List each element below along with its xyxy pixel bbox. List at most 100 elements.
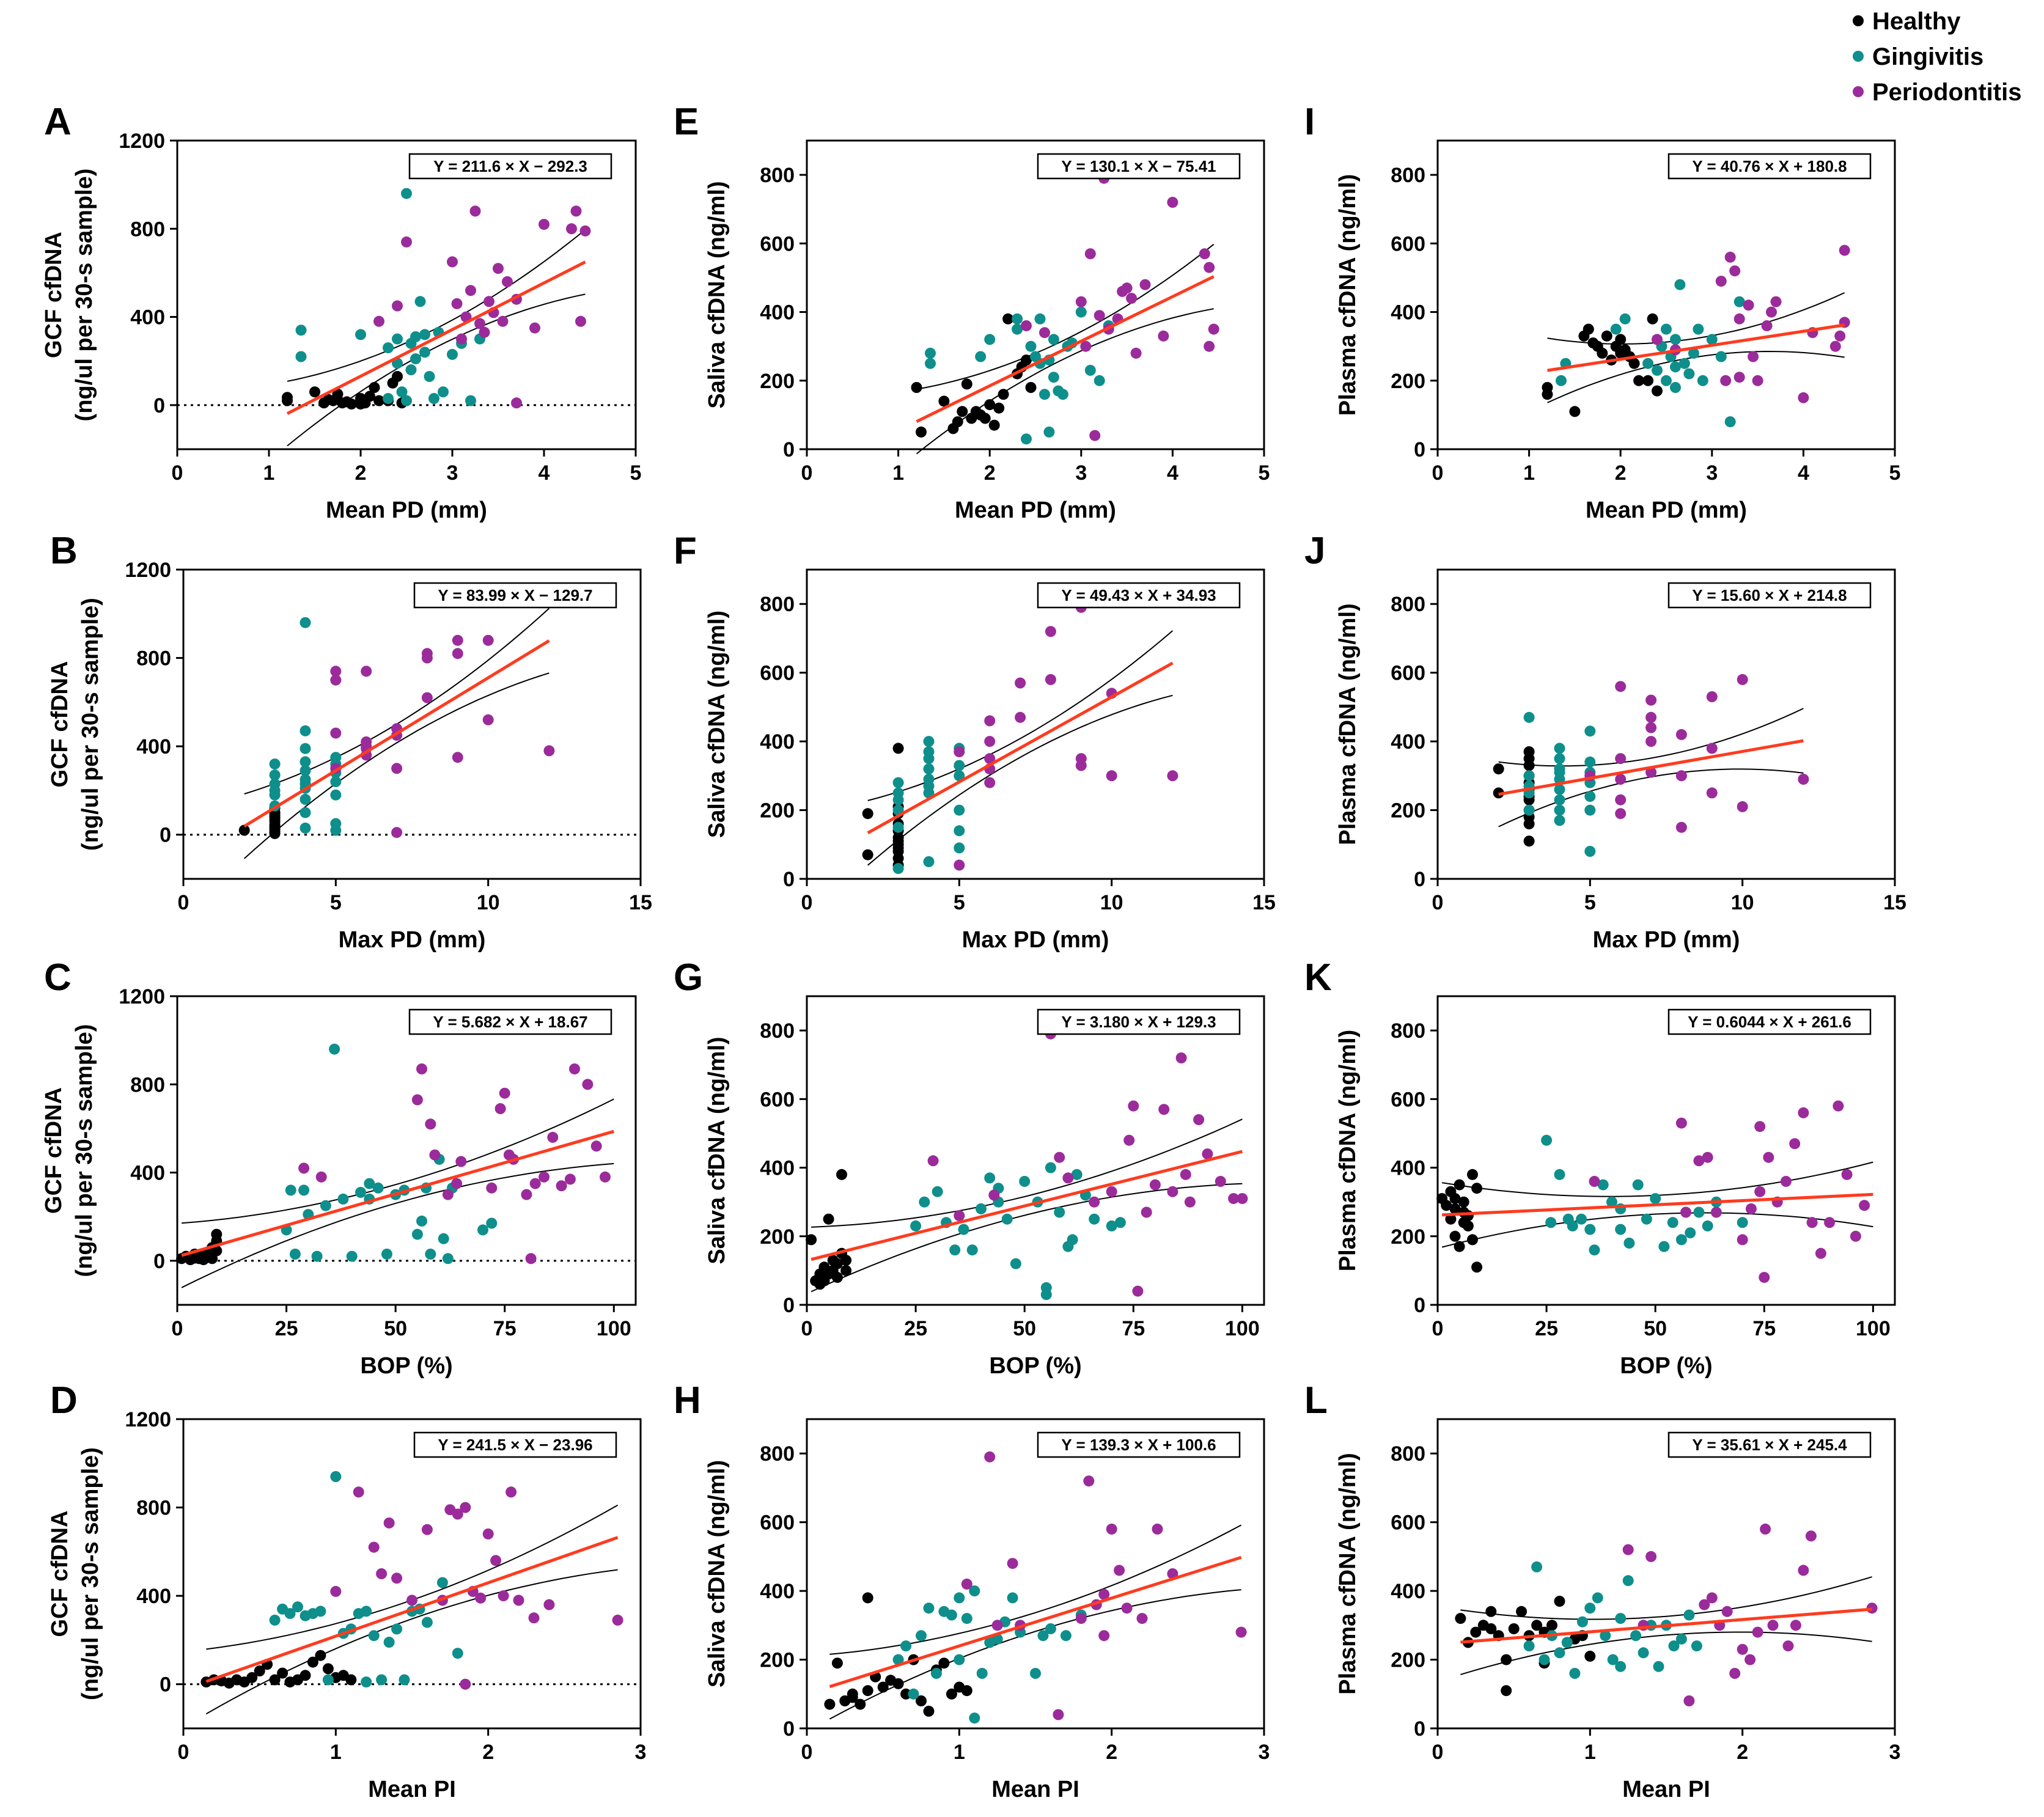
point-gingivitis: [442, 1253, 454, 1265]
point-healthy: [322, 1663, 334, 1675]
point-periodontitis: [460, 1502, 471, 1513]
plot-frame: [1436, 995, 1896, 1306]
point-gingivitis: [1597, 1179, 1609, 1191]
regression-line: [1442, 1192, 1873, 1217]
point-periodontitis: [984, 777, 996, 788]
point-gingivitis: [486, 1217, 498, 1229]
point-gingivitis: [1039, 389, 1050, 400]
point-healthy: [1449, 1203, 1461, 1214]
point-periodontitis: [497, 315, 509, 327]
point-gingivitis: [391, 1623, 403, 1635]
point-periodontitis: [1752, 1626, 1763, 1638]
point-periodontitis: [1833, 1100, 1844, 1112]
y-axis-label-sub: (ng/ul per 30-s sample): [72, 1024, 97, 1277]
point-periodontitis: [984, 715, 996, 727]
x-tick-label: 2: [984, 461, 996, 485]
point-gingivitis: [311, 1250, 323, 1262]
x-tick-label: 5: [330, 891, 342, 914]
point-periodontitis: [1759, 1272, 1770, 1283]
y-tick-label: 400: [760, 1157, 795, 1180]
point-healthy: [300, 1670, 311, 1681]
x-tick-label: 0: [1432, 891, 1444, 914]
ci-lower-line: [867, 694, 1173, 866]
y-tick-label: 1200: [119, 985, 165, 1008]
point-gingivitis: [1048, 334, 1059, 345]
plot-frame: [182, 568, 642, 880]
point-healthy: [1523, 835, 1535, 847]
point-gingivitis: [477, 1224, 488, 1236]
point-healthy: [1455, 1613, 1466, 1624]
point-healthy: [1501, 1654, 1512, 1665]
point-gingivitis: [1697, 375, 1708, 386]
point-periodontitis: [1208, 323, 1219, 335]
point-periodontitis: [1760, 1523, 1771, 1535]
x-tick-label: 3: [1075, 461, 1087, 485]
point-periodontitis: [1167, 1186, 1178, 1197]
point-periodontitis: [1720, 375, 1732, 386]
point-gingivitis: [975, 351, 987, 362]
point-gingivitis: [1675, 1234, 1687, 1246]
point-healthy: [1531, 1620, 1543, 1631]
point-gingivitis: [1674, 279, 1686, 290]
point-periodontitis: [1045, 674, 1056, 685]
y-tick-label: 600: [1391, 1511, 1425, 1535]
point-gingivitis: [1089, 1213, 1100, 1225]
point-gingivitis: [1584, 804, 1596, 816]
x-tick-label: 25: [1535, 1317, 1558, 1340]
point-periodontitis: [1645, 736, 1657, 747]
point-gingivitis: [300, 765, 311, 776]
y-tick-label: 400: [1391, 730, 1425, 754]
x-tick-label: 15: [1252, 891, 1276, 914]
point-periodontitis: [498, 1590, 509, 1602]
ci-upper-line: [206, 1504, 619, 1650]
point-gingivitis: [465, 395, 476, 406]
point-periodontitis: [456, 333, 467, 345]
point-periodontitis: [1193, 1114, 1205, 1125]
point-gingivitis: [300, 793, 311, 805]
y-axis-label: GCF cfDNA: [41, 232, 67, 358]
point-gingivitis: [969, 1712, 980, 1724]
point-periodontitis: [1237, 1193, 1248, 1205]
legend-label-gingivitis: Gingivitis: [1872, 43, 1983, 70]
y-tick-label: 200: [1391, 799, 1425, 823]
point-periodontitis: [1615, 774, 1627, 785]
point-periodontitis: [1645, 722, 1657, 733]
point-healthy: [211, 1245, 222, 1257]
point-gingivitis: [1554, 1169, 1565, 1180]
point-healthy: [840, 1265, 852, 1276]
point-periodontitis: [1075, 753, 1087, 765]
point-periodontitis: [1789, 1138, 1801, 1150]
point-periodontitis: [1094, 310, 1105, 321]
y-axis-label: Saliva cfDNA (ng/ml): [704, 1037, 730, 1264]
panel-J: J 0 200 400 600 800 0 5 10 15 Max PD (mm) Plasma cf…: [1304, 530, 1906, 953]
point-healthy: [862, 808, 873, 820]
point-gingivitis: [923, 746, 935, 757]
point-gingivitis: [269, 758, 281, 770]
legend-marker-periodontitis: [1853, 86, 1864, 97]
regression-line: [916, 275, 1215, 423]
point-gingivitis: [1531, 1561, 1543, 1573]
y-tick-label: 400: [130, 1162, 165, 1185]
point-gingivitis: [954, 770, 965, 782]
ci-lower-line: [181, 1162, 614, 1288]
point-gingivitis: [438, 386, 449, 398]
point-periodontitis: [391, 827, 403, 839]
ci-lower-line: [244, 672, 550, 859]
point-periodontitis: [511, 397, 522, 409]
point-healthy: [1449, 1193, 1461, 1205]
point-gingivitis: [1084, 364, 1096, 376]
point-periodontitis: [482, 714, 494, 725]
point-periodontitis: [1615, 794, 1627, 806]
panel-letter: G: [674, 956, 703, 999]
point-gingivitis: [410, 331, 421, 342]
point-gingivitis: [361, 1606, 372, 1617]
point-healthy: [1458, 1217, 1469, 1228]
y-tick-label: 200: [760, 1225, 795, 1249]
point-periodontitis: [425, 1118, 436, 1130]
point-periodontitis: [1675, 729, 1687, 740]
x-tick-label: 2: [1737, 1741, 1748, 1764]
point-healthy: [1470, 1626, 1482, 1638]
point-gingivitis: [1057, 389, 1068, 400]
point-gingivitis: [1541, 1134, 1553, 1146]
point-gingivitis: [1048, 372, 1059, 383]
